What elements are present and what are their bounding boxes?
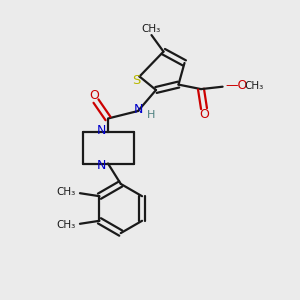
Text: —O: —O <box>226 79 248 92</box>
Text: H: H <box>146 110 155 120</box>
Text: O: O <box>90 88 99 102</box>
Text: N: N <box>97 124 106 137</box>
Text: CH₃: CH₃ <box>56 187 75 197</box>
Text: S: S <box>132 74 140 87</box>
Text: CH₃: CH₃ <box>244 81 263 91</box>
Text: CH₃: CH₃ <box>142 23 161 34</box>
Text: O: O <box>199 108 209 121</box>
Text: N: N <box>97 159 106 172</box>
Text: CH₃: CH₃ <box>56 220 75 230</box>
Text: N: N <box>133 103 143 116</box>
